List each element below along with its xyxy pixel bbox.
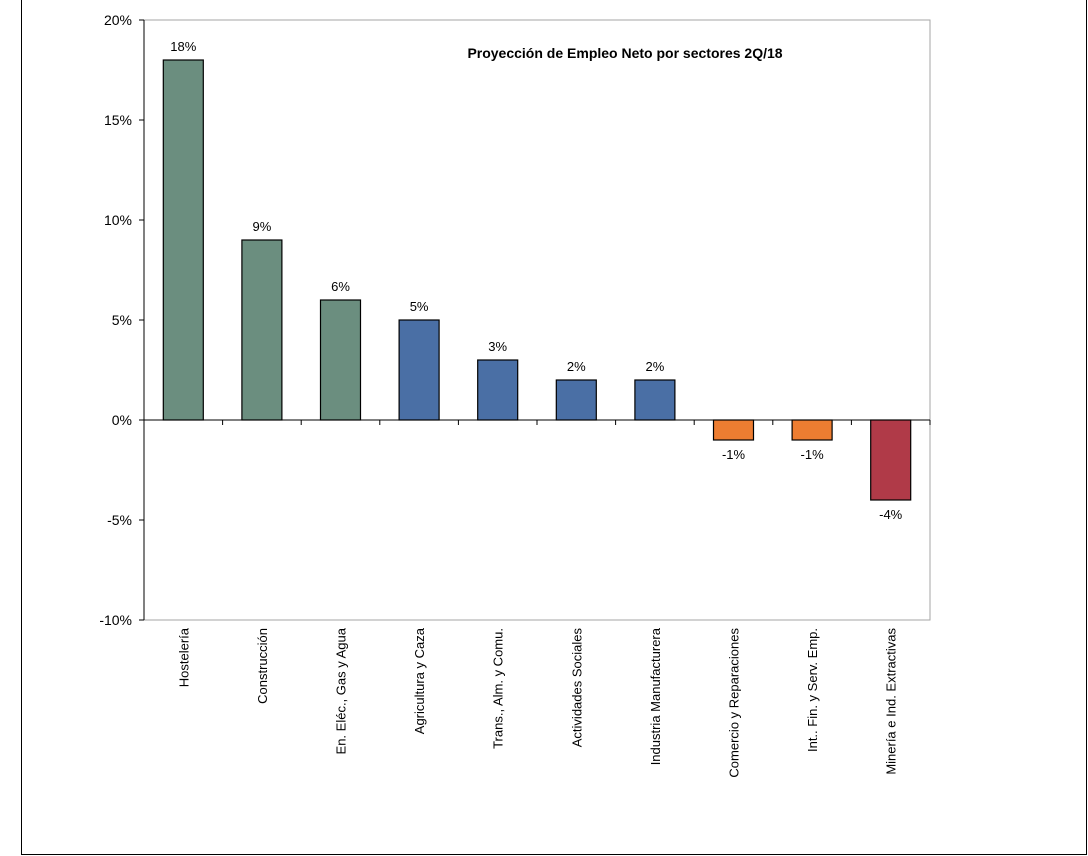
bar bbox=[634, 379, 676, 421]
chart-title: Proyección de Empleo Neto por sectores 2… bbox=[467, 45, 782, 61]
data-label: -4% bbox=[879, 507, 903, 522]
category-label: Construcción bbox=[255, 628, 270, 704]
y-tick-label: 10% bbox=[104, 212, 132, 228]
y-tick-label: 5% bbox=[112, 312, 132, 328]
data-label: 2% bbox=[646, 359, 665, 374]
category-label: Hostelería bbox=[176, 627, 191, 687]
y-tick-label: -10% bbox=[99, 612, 132, 628]
category-label: Minería e Ind. Extractivas bbox=[884, 628, 899, 775]
category-label: Industria Manufacturera bbox=[648, 627, 663, 765]
bar bbox=[241, 239, 283, 421]
category-label: Int.. Fin. y Serv. Emp. bbox=[805, 628, 820, 752]
category-label: En. Eléc., Gas y Agua bbox=[334, 627, 349, 754]
category-label: Agricultura y Caza bbox=[412, 627, 427, 734]
chart-frame: Proyección de Empleo Neto por sectores 2… bbox=[21, 0, 1087, 855]
data-label: 2% bbox=[567, 359, 586, 374]
bar bbox=[870, 419, 912, 501]
data-label: -1% bbox=[801, 447, 825, 462]
y-tick-label: 20% bbox=[104, 12, 132, 28]
bar bbox=[162, 59, 204, 421]
data-label: 18% bbox=[170, 39, 196, 54]
bar-chart: Proyección de Empleo Neto por sectores 2… bbox=[99, 12, 931, 778]
data-label: -1% bbox=[722, 447, 746, 462]
category-label: Trans., Alm. y Comu. bbox=[491, 628, 506, 749]
data-label: 6% bbox=[331, 279, 350, 294]
bar bbox=[555, 379, 597, 421]
data-label: 5% bbox=[410, 299, 429, 314]
y-tick-label: 0% bbox=[112, 412, 132, 428]
category-label: Comercio y Reparaciones bbox=[727, 628, 742, 778]
bar bbox=[398, 319, 440, 421]
plot-area: 20% 15% 10% 5% 0% -5% -10% 18% Hostelería 9% Const… bbox=[99, 12, 931, 778]
data-label: 9% bbox=[253, 219, 272, 234]
category-label: Actividades Sociales bbox=[569, 628, 584, 748]
bar bbox=[319, 299, 362, 421]
bar bbox=[791, 419, 833, 441]
bar bbox=[477, 359, 519, 421]
data-label: 3% bbox=[488, 339, 507, 354]
y-tick-label: 15% bbox=[104, 112, 132, 128]
y-tick-label: -5% bbox=[107, 512, 132, 528]
bar bbox=[712, 419, 755, 441]
